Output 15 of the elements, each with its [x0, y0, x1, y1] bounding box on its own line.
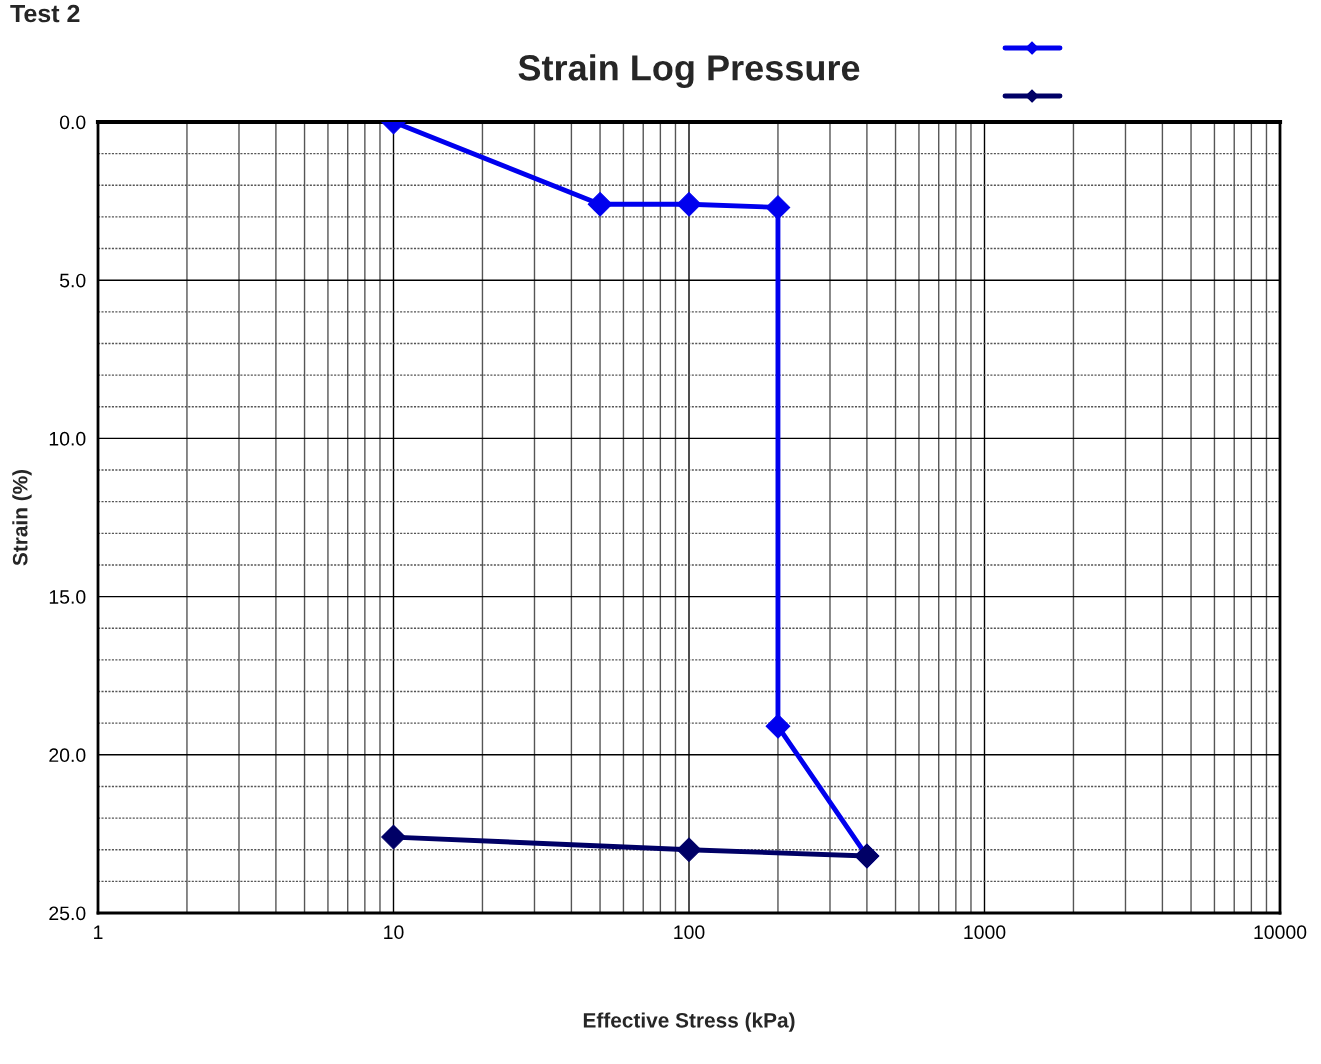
x-tick-label: 1	[94, 925, 103, 939]
x-tick-label: 10000	[1254, 925, 1307, 940]
y-tick-label: 0.0	[59, 115, 86, 130]
y-tick-label: 25.0	[49, 906, 86, 921]
text: Test 2	[10, 4, 80, 23]
y-tick-label: 15.0	[49, 590, 86, 604]
x-tick-label: 10	[384, 925, 404, 940]
y-tick-label: 20.0	[49, 748, 86, 763]
y-tick-label: 5.0	[59, 273, 86, 288]
chart-title: Strain Log Pressure	[518, 54, 860, 88]
x-tick-label: 100	[674, 925, 705, 940]
x-tick-label: 1000	[964, 925, 1006, 940]
y-axis-title: Strain (%)	[12, 469, 32, 566]
y-tick-label: 10.0	[49, 431, 86, 446]
x-axis-title: Effective Stress (kPa)	[583, 1012, 795, 1032]
